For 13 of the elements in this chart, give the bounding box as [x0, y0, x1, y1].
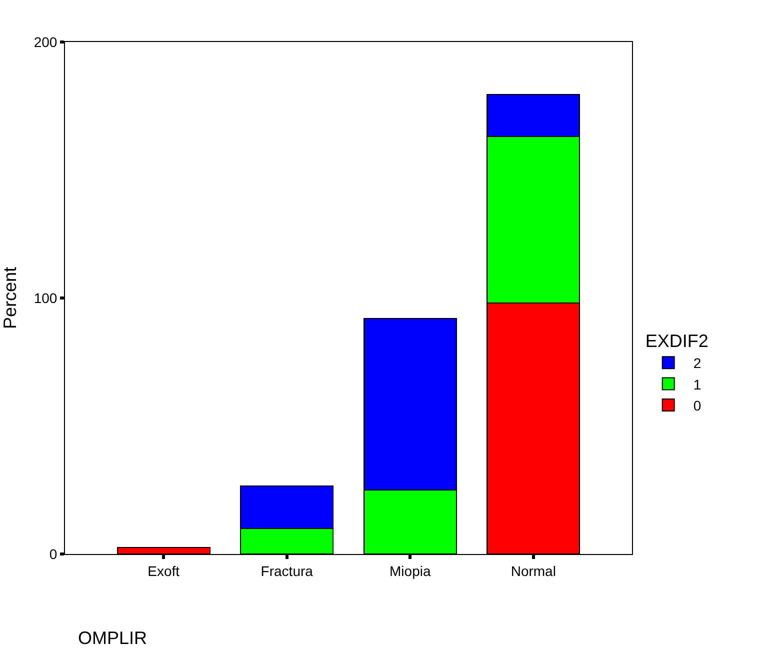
x-tick-label: Normal — [510, 562, 556, 579]
y-tick-label: 0 — [49, 546, 58, 562]
y-tick-label: 100 — [34, 290, 58, 306]
x-tick-label: Fractura — [260, 562, 314, 579]
legend-label: 2 — [693, 355, 702, 372]
x-tick-label: Exoft — [148, 562, 180, 579]
x-axis-title: OMPLIR — [78, 628, 148, 648]
legend-label: 1 — [693, 376, 702, 392]
legend-label: 0 — [693, 397, 702, 414]
y-tick-label: 200 — [34, 34, 58, 50]
x-tick-label: Miopia — [390, 562, 431, 579]
legend-title: EXDIF2 — [645, 331, 708, 351]
y-axis-title: Percent — [0, 266, 20, 330]
